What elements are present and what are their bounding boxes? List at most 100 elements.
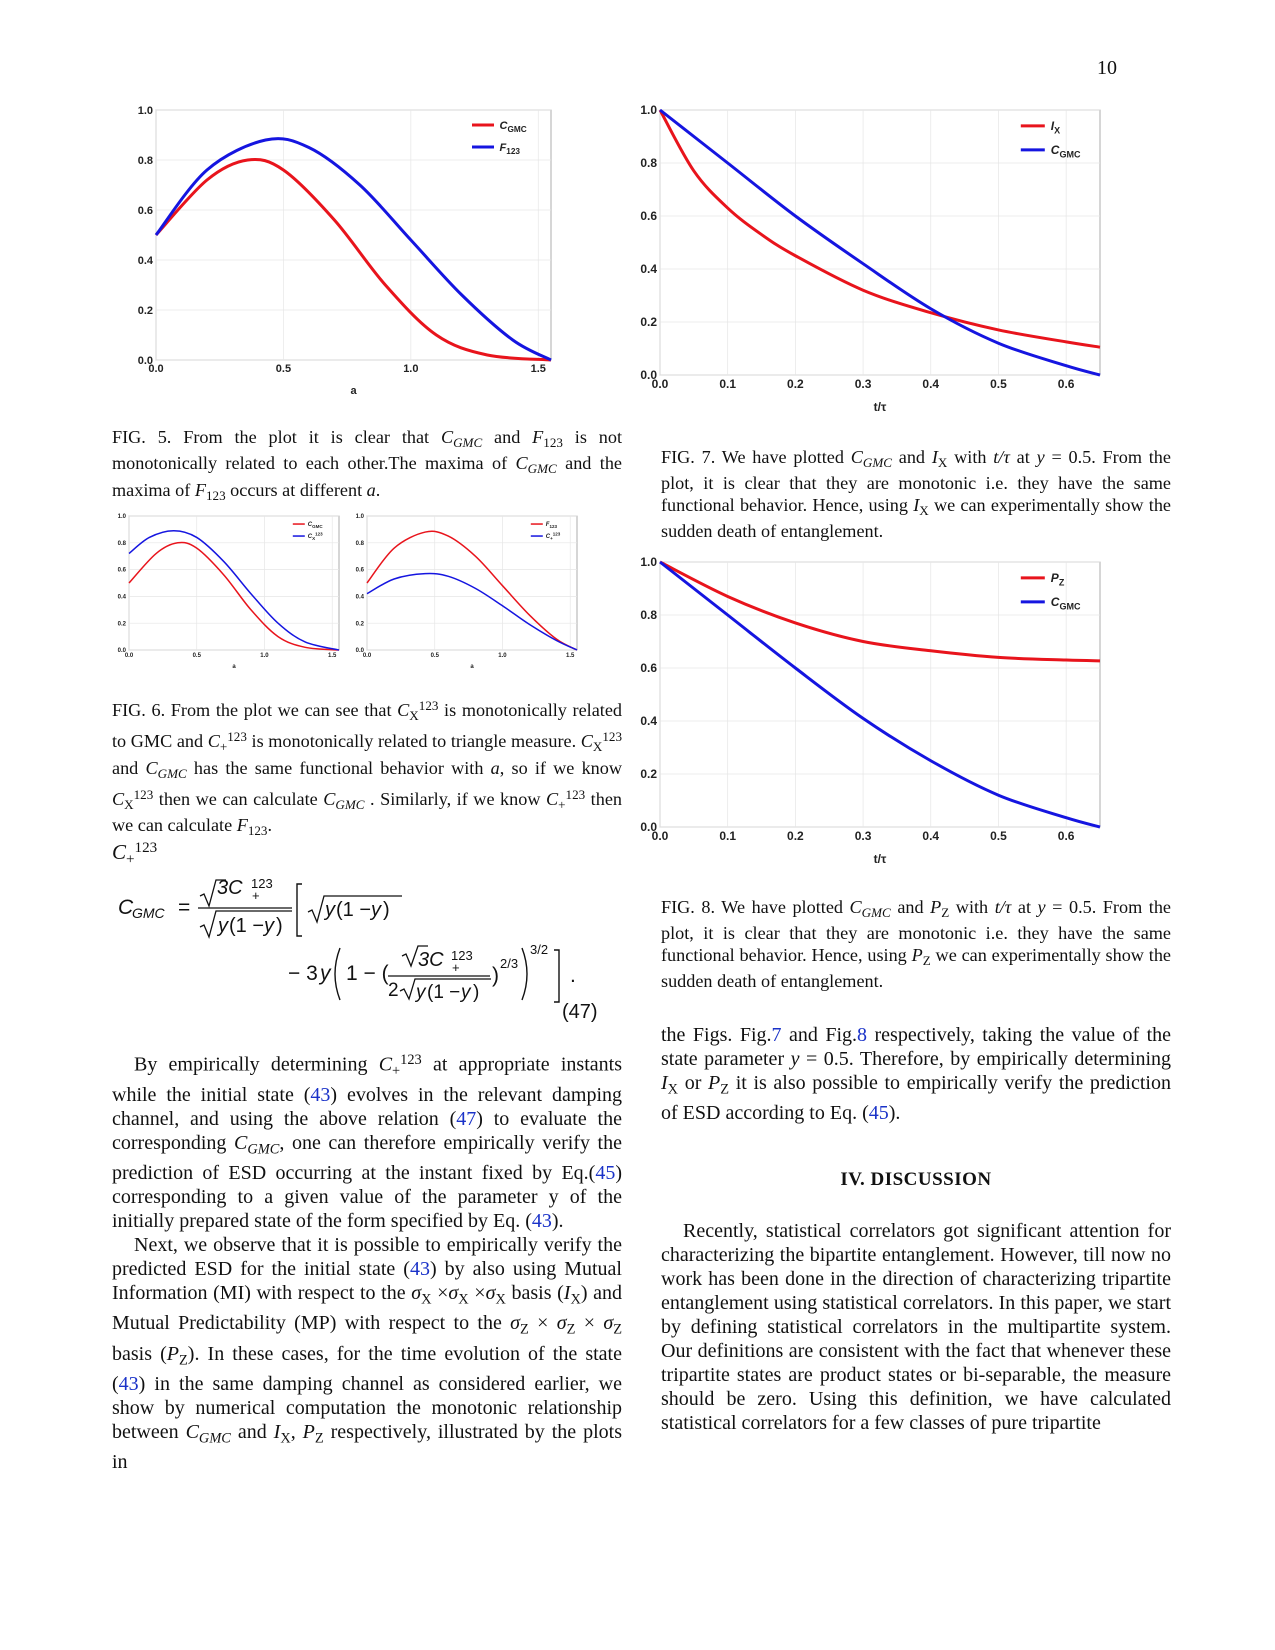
cap-text: . Similarly, if we know — [364, 788, 546, 809]
x-tick-label: 1.0 — [403, 363, 418, 375]
text: ) by also using Mutual Information (MI) … — [112, 1258, 622, 1305]
lone-symbol-sup: 123 — [134, 840, 158, 857]
cap-text: is not monotonically related to each oth… — [112, 427, 623, 474]
x-axis-label: t/τ — [874, 400, 887, 414]
fig6-right-chart: 0.0 0.5 1.0 1.5 0.0 0.2 0.4 0.6 0.8 1.0 a F123 C+123 — [356, 514, 578, 670]
x-tick-label: 0.5 — [193, 653, 202, 659]
cap-text: . — [375, 479, 381, 500]
text: respectively, taking the value of the st… — [661, 1024, 1172, 1070]
series-line-C_GMC — [154, 157, 552, 362]
fig5-caption: FIG. 5. From the plot it is clear that C… — [112, 427, 623, 503]
y-tick-label: 0.8 — [118, 541, 127, 547]
y-tick-label: 0.2 — [640, 767, 657, 781]
y-tick-label: 0.0 — [138, 355, 153, 367]
legend-label: IX — [1051, 119, 1060, 136]
x-tick-label: 1.5 — [531, 363, 546, 375]
fig8-caption: FIG. 8. We have plotted CGMC and PZ with… — [661, 897, 1171, 992]
x-tick-label: 0.2 — [787, 829, 804, 843]
eq-den2a: 2 — [388, 980, 399, 1001]
series-line-C_GMC — [659, 108, 1101, 377]
text: = 0.5. Therefore, by empirically determi… — [799, 1048, 1171, 1070]
cap-text: From the plot we can see that — [165, 699, 398, 720]
x-axis-label: a — [470, 664, 474, 670]
y-tick-label: 0.6 — [640, 209, 657, 223]
cap-text: . From the plot, it is clear that they a… — [661, 897, 1171, 965]
text: , — [290, 1421, 303, 1444]
eq-ref-43[interactable]: 43 — [409, 1258, 430, 1281]
text: , one can therefore empirically verify t… — [112, 1131, 622, 1185]
text: and Fig. — [781, 1024, 858, 1046]
cap-text: . From the plot, it is clear that they a… — [661, 447, 1171, 515]
eq-num2-sub: + — [452, 960, 460, 975]
cap-text: at — [1011, 897, 1038, 917]
eq-num1-sup: 123 — [251, 878, 273, 891]
legend-label: CGMC — [308, 522, 324, 529]
eq-ref-43[interactable]: 43 — [531, 1210, 552, 1233]
x-tick-label: 0.1 — [719, 829, 736, 843]
cap-text: and — [112, 757, 146, 778]
x-tick-label: 0.0 — [125, 653, 134, 659]
x-tick-label: 0.3 — [855, 829, 872, 843]
x-tick-label: 0.5 — [431, 653, 440, 659]
eq-minus: − 3 — [288, 962, 318, 985]
y-tick-label: 0.4 — [118, 595, 127, 601]
fig7-chart: 0.0 0.1 0.2 0.3 0.4 0.5 0.6 0.0 0.2 0.4 0.6 0.8 1.0 t… — [640, 103, 1101, 414]
lone-symbol: C+123 — [112, 840, 157, 869]
y-tick-label: 0.8 — [138, 155, 153, 167]
eq-num2-sup: 123 — [451, 948, 473, 963]
eq-ref-45[interactable]: 45 — [868, 1102, 889, 1125]
eq-den1b: (1 − — [229, 915, 264, 937]
x-tick-label: 0.6 — [1058, 377, 1075, 391]
cap-text: occurs at different — [225, 479, 367, 500]
eq-sqrt2c: y — [369, 899, 382, 921]
x-tick-label: 1.0 — [498, 653, 507, 659]
cap-text: with — [949, 897, 995, 917]
fig-ref-8[interactable]: 8 — [857, 1024, 868, 1046]
eq-num1-sub: + — [252, 888, 260, 903]
eq-num2: 3C — [418, 949, 444, 971]
y-tick-label: 0.0 — [356, 648, 365, 654]
x-tick-label: 0.4 — [922, 829, 939, 843]
page-number: 10 — [1097, 57, 1117, 79]
text: it is also possible to empirically verif… — [661, 1072, 1171, 1125]
series-line-C_GMC — [659, 560, 1101, 829]
cap-text: , so if we know — [499, 757, 622, 778]
x-tick-label: 0.2 — [787, 377, 804, 391]
eq-ref-43[interactable]: 43 — [118, 1373, 139, 1396]
eq-num1: 3C — [217, 878, 243, 899]
series-line-F_123 — [154, 137, 552, 362]
text: the Figs. Fig. — [661, 1024, 772, 1046]
text: ) and Mutual Predictability (MP) with re… — [112, 1282, 623, 1335]
fig5-chart: 0.0 0.5 1.0 1.5 0.0 0.2 0.4 0.6 0.8 1.0 a CGMC F123 — [138, 105, 552, 397]
x-axis-label: a — [232, 664, 236, 670]
eq-exp2: 3/2 — [530, 942, 548, 957]
left-paragraph-2: Next, we observe that it is possible to … — [112, 1234, 623, 1474]
text: ) corresponding to a given value of the … — [112, 1162, 622, 1233]
cap-text: then we can calculate — [112, 788, 622, 836]
cap-text: we can experimentally show the sudden de… — [661, 944, 1171, 992]
text: and — [230, 1421, 274, 1444]
y-tick-label: 1.0 — [118, 514, 127, 520]
lone-symbol-c: C — [112, 840, 127, 864]
y-tick-label: 0.4 — [640, 714, 657, 728]
text: ) evolves in the relevant damping channe… — [112, 1083, 622, 1130]
x-tick-label: 1.0 — [260, 653, 269, 659]
text: respectively, illustrated by the plots i… — [112, 1421, 622, 1474]
section-heading: IV. DISCUSSION — [840, 1169, 992, 1191]
x-tick-label: 0.3 — [855, 377, 872, 391]
cap-text: is monotonically related to GMC and — [112, 699, 623, 752]
eq-den1: y — [216, 915, 229, 937]
series-line-C_GMC — [128, 541, 340, 651]
eq-ref-47[interactable]: 47 — [456, 1107, 477, 1130]
y-tick-label: 1.0 — [356, 514, 365, 520]
eq-ref-45[interactable]: 45 — [595, 1162, 616, 1185]
legend-label: CX123 — [308, 531, 323, 541]
fig-ref-7[interactable]: 7 — [771, 1024, 782, 1046]
fig7-caption: FIG. 7. We have plotted CGMC and IX with… — [661, 447, 1171, 542]
cap-text: with — [947, 447, 994, 467]
cap-text: We have plotted — [715, 897, 850, 917]
fig8-chart: 0.0 0.1 0.2 0.3 0.4 0.5 0.6 0.0 0.2 0.4 0.6 0.8 1.0 t… — [640, 555, 1101, 866]
x-tick-label: 0.0 — [652, 829, 669, 843]
eq-ref-43[interactable]: 43 — [310, 1083, 331, 1106]
cap-text: From the plot it is clear that — [171, 427, 441, 447]
